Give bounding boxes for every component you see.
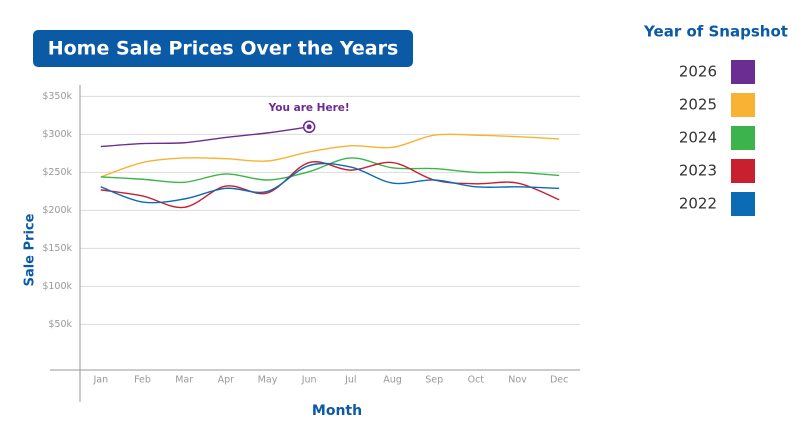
x-tick-label: Dec [550, 375, 568, 386]
x-tick-label: Jan [93, 375, 109, 386]
chart-title: Home Sale Prices Over the Years [48, 38, 399, 60]
legend-label: 2022 [679, 195, 717, 213]
y-tick-label: $150k [42, 243, 72, 254]
legend-swatch [731, 159, 755, 183]
x-tick-label: Aug [383, 375, 402, 386]
legend-swatch [731, 126, 755, 150]
y-tick-label: $250k [42, 167, 72, 178]
x-tick-label: Jun [301, 375, 317, 386]
y-tick-label: $100k [42, 281, 72, 292]
series-line [100, 126, 310, 148]
y-tick-label: $300k [42, 129, 72, 140]
y-tick-label: $50k [48, 319, 72, 330]
legend-swatch [731, 60, 755, 84]
series-line [100, 157, 560, 184]
series-line [100, 161, 560, 209]
legend-label: 2026 [679, 63, 717, 81]
x-tick-label: May [258, 375, 278, 386]
current-marker-dot [306, 124, 312, 130]
x-tick-label: Oct [468, 375, 485, 386]
legend-label: 2024 [679, 129, 717, 147]
x-tick-label: Feb [134, 375, 151, 386]
legend-label: 2025 [679, 96, 717, 114]
title-box [33, 30, 413, 67]
x-tick-label: Sep [425, 375, 443, 386]
legend-swatch [731, 93, 755, 117]
series-line [100, 162, 560, 204]
legend-title: Year of Snapshot [643, 23, 788, 41]
annotation: You are Here! [268, 102, 350, 114]
series-line [100, 133, 560, 178]
legend-swatch [731, 192, 755, 216]
y-tick-label: $350k [42, 91, 72, 102]
x-tick-label: Mar [175, 375, 193, 386]
x-tick-label: Jul [344, 375, 356, 386]
y-tick-label: $200k [42, 205, 72, 216]
y-axis-label: Sale Price [23, 213, 38, 286]
legend-label: 2023 [679, 162, 717, 180]
x-tick-label: Apr [218, 375, 235, 386]
x-tick-label: Nov [508, 375, 527, 386]
x-axis-label: Month [312, 403, 362, 419]
